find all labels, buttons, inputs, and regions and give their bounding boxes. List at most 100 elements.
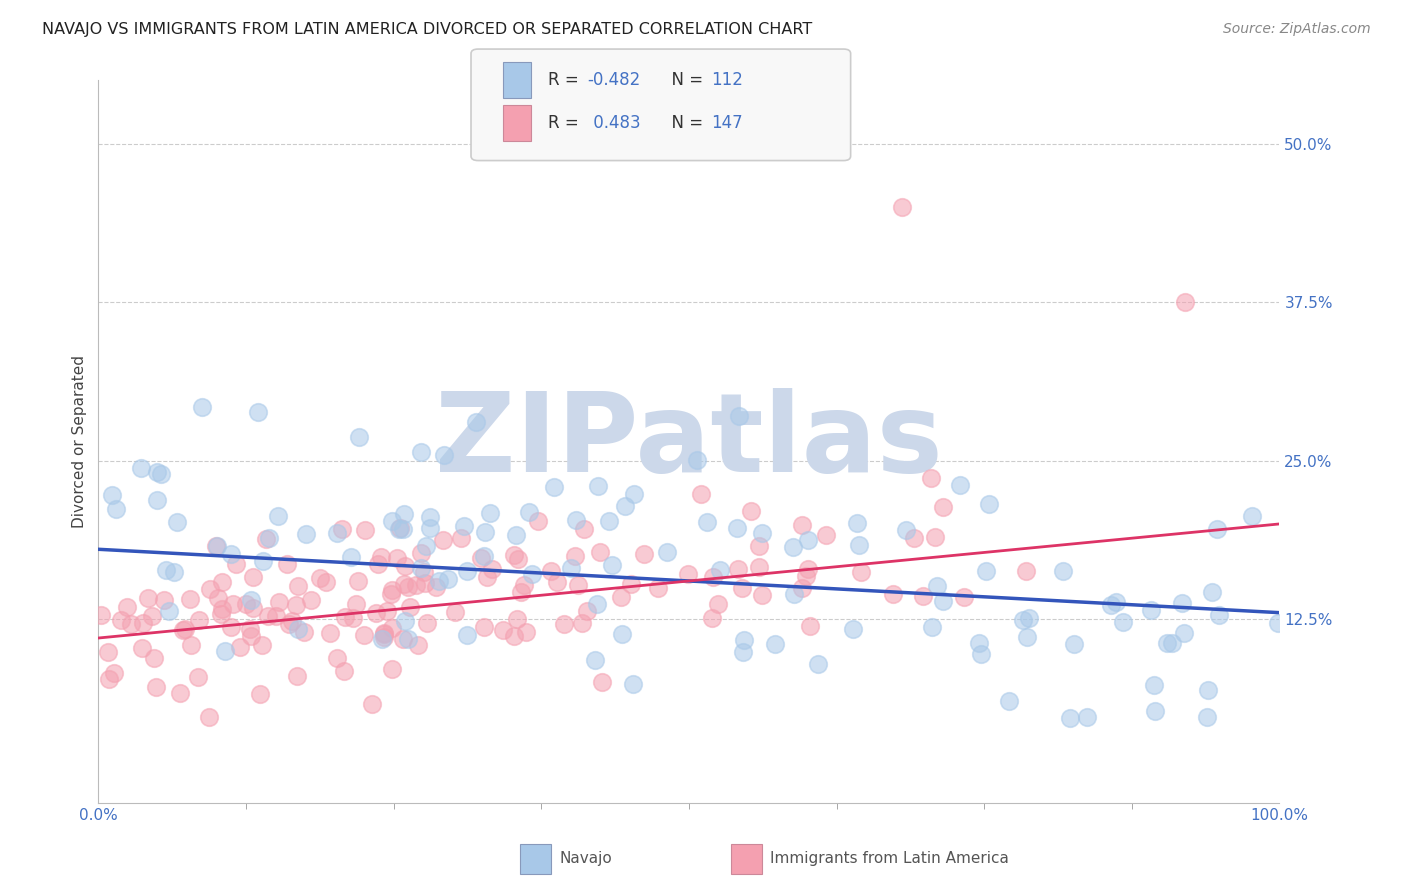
Point	[725, 521, 748, 535]
Text: Immigrants from Latin America: Immigrants from Latin America	[770, 851, 1010, 865]
Point	[783, 586, 806, 600]
Point	[252, 554, 274, 568]
Point	[740, 504, 762, 518]
Point	[155, 563, 177, 577]
Point	[1170, 596, 1192, 610]
Point	[97, 645, 120, 659]
Point	[998, 694, 1021, 708]
Point	[921, 620, 943, 634]
Point	[520, 566, 543, 581]
Text: ZIPatlas: ZIPatlas	[434, 388, 943, 495]
Point	[153, 592, 176, 607]
Point	[702, 569, 724, 583]
Point	[225, 558, 247, 572]
Point	[219, 620, 242, 634]
Point	[211, 602, 233, 616]
Point	[381, 582, 404, 597]
Point	[1241, 508, 1264, 523]
Text: R =: R =	[548, 114, 585, 132]
Point	[172, 624, 194, 638]
Point	[1017, 630, 1039, 644]
Point	[281, 614, 304, 628]
Point	[413, 566, 436, 580]
Point	[591, 675, 613, 690]
Point	[505, 528, 527, 542]
Point	[333, 665, 356, 679]
Point	[1063, 637, 1085, 651]
Point	[415, 576, 437, 591]
Point	[405, 577, 427, 591]
Point	[228, 640, 250, 655]
Point	[157, 604, 180, 618]
Point	[249, 687, 271, 701]
Point	[475, 570, 498, 584]
Text: N =: N =	[661, 71, 709, 89]
Point	[882, 587, 904, 601]
Point	[339, 549, 361, 564]
Point	[1173, 626, 1195, 640]
Point	[205, 539, 228, 553]
Point	[299, 593, 322, 607]
Point	[586, 597, 609, 611]
Point	[388, 521, 411, 535]
Point	[259, 531, 281, 545]
Point	[319, 626, 342, 640]
Point	[676, 566, 699, 581]
Point	[370, 549, 392, 564]
Point	[797, 533, 820, 547]
Point	[655, 544, 678, 558]
Point	[145, 465, 167, 479]
Point	[344, 597, 367, 611]
Point	[1139, 603, 1161, 617]
Point	[610, 626, 633, 640]
Point	[373, 626, 395, 640]
Point	[506, 612, 529, 626]
Point	[571, 615, 593, 630]
Point	[647, 581, 669, 595]
Point	[285, 669, 308, 683]
Point	[150, 467, 173, 481]
Point	[515, 624, 537, 639]
Point	[1195, 710, 1218, 724]
Point	[782, 541, 804, 555]
Point	[696, 516, 718, 530]
Point	[411, 444, 433, 458]
Point	[242, 570, 264, 584]
Point	[517, 505, 540, 519]
Point	[560, 560, 582, 574]
Point	[204, 539, 226, 553]
Point	[1076, 710, 1098, 724]
Point	[970, 647, 993, 661]
Point	[600, 558, 623, 572]
Point	[1208, 608, 1230, 623]
Point	[169, 686, 191, 700]
Point	[613, 500, 636, 514]
Point	[214, 643, 236, 657]
Point	[503, 549, 526, 563]
Point	[1197, 683, 1219, 698]
Point	[492, 623, 515, 637]
Point	[794, 568, 817, 582]
Point	[479, 506, 502, 520]
Point	[437, 572, 460, 586]
Point	[443, 605, 465, 619]
Point	[396, 580, 419, 594]
Point	[620, 577, 643, 591]
Point	[198, 582, 221, 596]
Point	[1206, 522, 1229, 536]
Text: R =: R =	[548, 71, 585, 89]
Point	[586, 478, 609, 492]
Point	[179, 639, 201, 653]
Text: NAVAJO VS IMMIGRANTS FROM LATIN AMERICA DIVORCED OR SEPARATED CORRELATION CHART: NAVAJO VS IMMIGRANTS FROM LATIN AMERICA …	[42, 22, 813, 37]
Point	[179, 591, 201, 606]
Point	[564, 549, 586, 563]
Point	[472, 549, 495, 563]
Point	[952, 591, 974, 605]
Point	[845, 516, 868, 531]
Point	[419, 509, 441, 524]
Point	[506, 552, 529, 566]
Point	[294, 625, 316, 640]
Point	[361, 698, 384, 712]
Point	[1201, 585, 1223, 599]
Point	[903, 531, 925, 545]
